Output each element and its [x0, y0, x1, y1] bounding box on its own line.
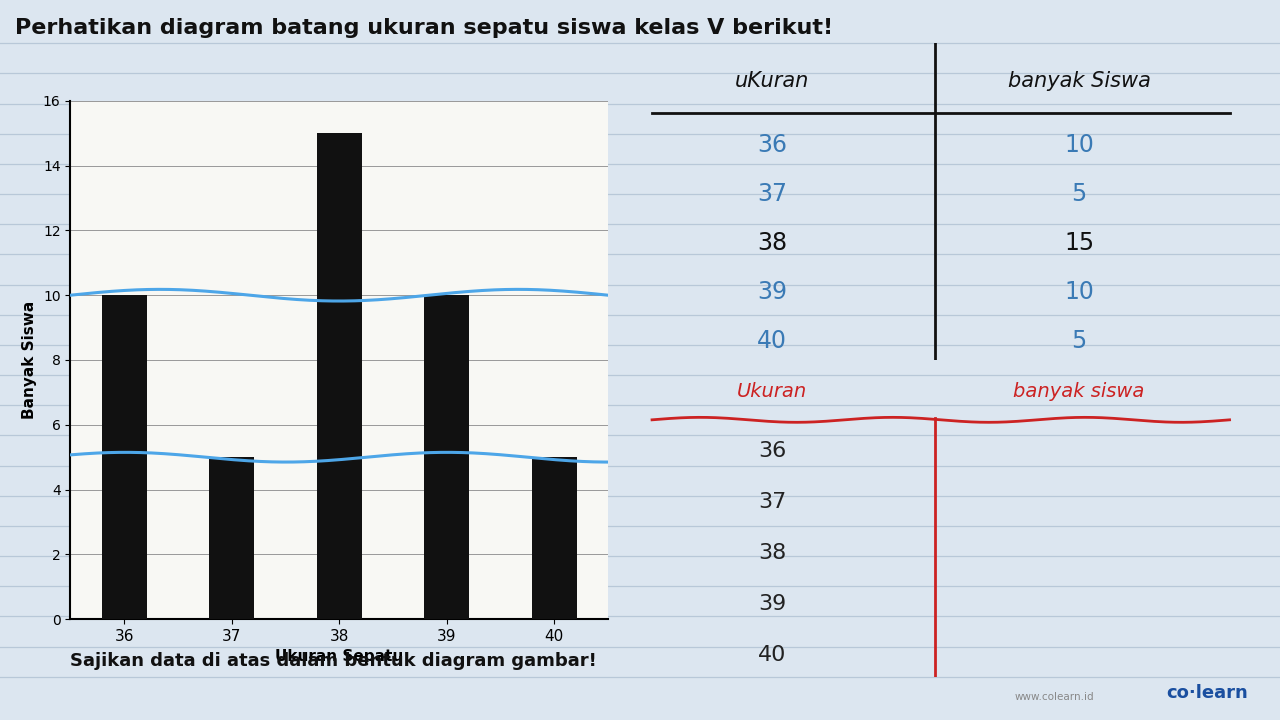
X-axis label: Ukuran Sepatu: Ukuran Sepatu [275, 649, 403, 665]
Text: Sajikan data di atas dalam bentuk diagram gambar!: Sajikan data di atas dalam bentuk diagra… [70, 652, 598, 670]
Text: 5: 5 [1071, 181, 1087, 206]
Text: 15: 15 [1064, 231, 1094, 255]
Text: 39: 39 [758, 280, 787, 304]
Text: Ukuran: Ukuran [737, 382, 808, 402]
Bar [209, 457, 255, 619]
Text: 39: 39 [758, 594, 786, 614]
Text: 37: 37 [758, 492, 786, 512]
Text: banyak Siswa: banyak Siswa [1007, 71, 1151, 91]
Text: 10: 10 [1064, 280, 1094, 304]
Text: uKuran: uKuran [735, 71, 809, 91]
Text: 40: 40 [758, 329, 787, 353]
Text: 36: 36 [758, 132, 787, 156]
Text: 10: 10 [1064, 132, 1094, 156]
Bar [531, 457, 577, 619]
Y-axis label: Banyak Siswa: Banyak Siswa [22, 301, 37, 419]
Text: 36: 36 [758, 441, 786, 461]
Text: 40: 40 [758, 645, 786, 665]
Text: co·learn: co·learn [1166, 684, 1248, 702]
Bar [101, 295, 147, 619]
Text: Perhatikan diagram batang ukuran sepatu siswa kelas V berikut!: Perhatikan diagram batang ukuran sepatu … [15, 18, 833, 38]
Text: 38: 38 [758, 543, 786, 563]
Text: 5: 5 [1071, 329, 1087, 353]
Text: 37: 37 [758, 181, 787, 206]
Text: www.colearn.id: www.colearn.id [1015, 692, 1094, 702]
Bar [316, 133, 362, 619]
Text: banyak siswa: banyak siswa [1014, 382, 1144, 402]
Bar [424, 295, 470, 619]
Text: 38: 38 [758, 231, 787, 255]
